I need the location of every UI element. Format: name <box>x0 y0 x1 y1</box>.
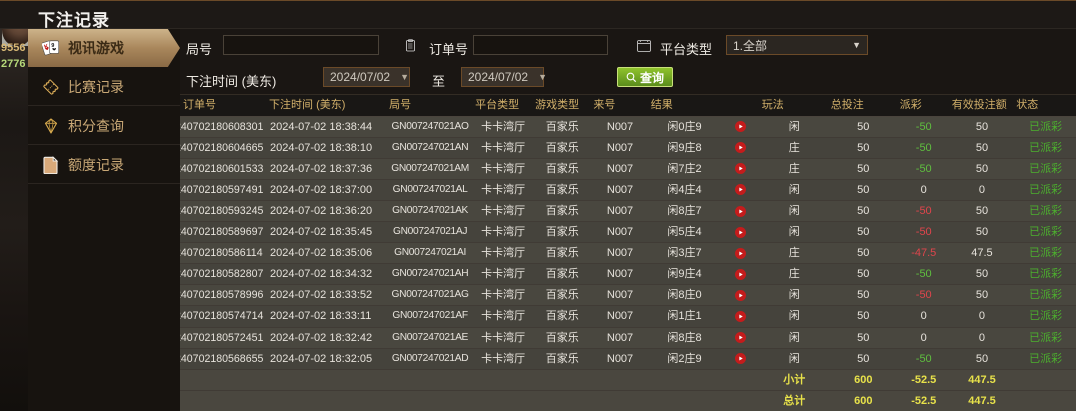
svg-text:9: 9 <box>51 43 54 49</box>
